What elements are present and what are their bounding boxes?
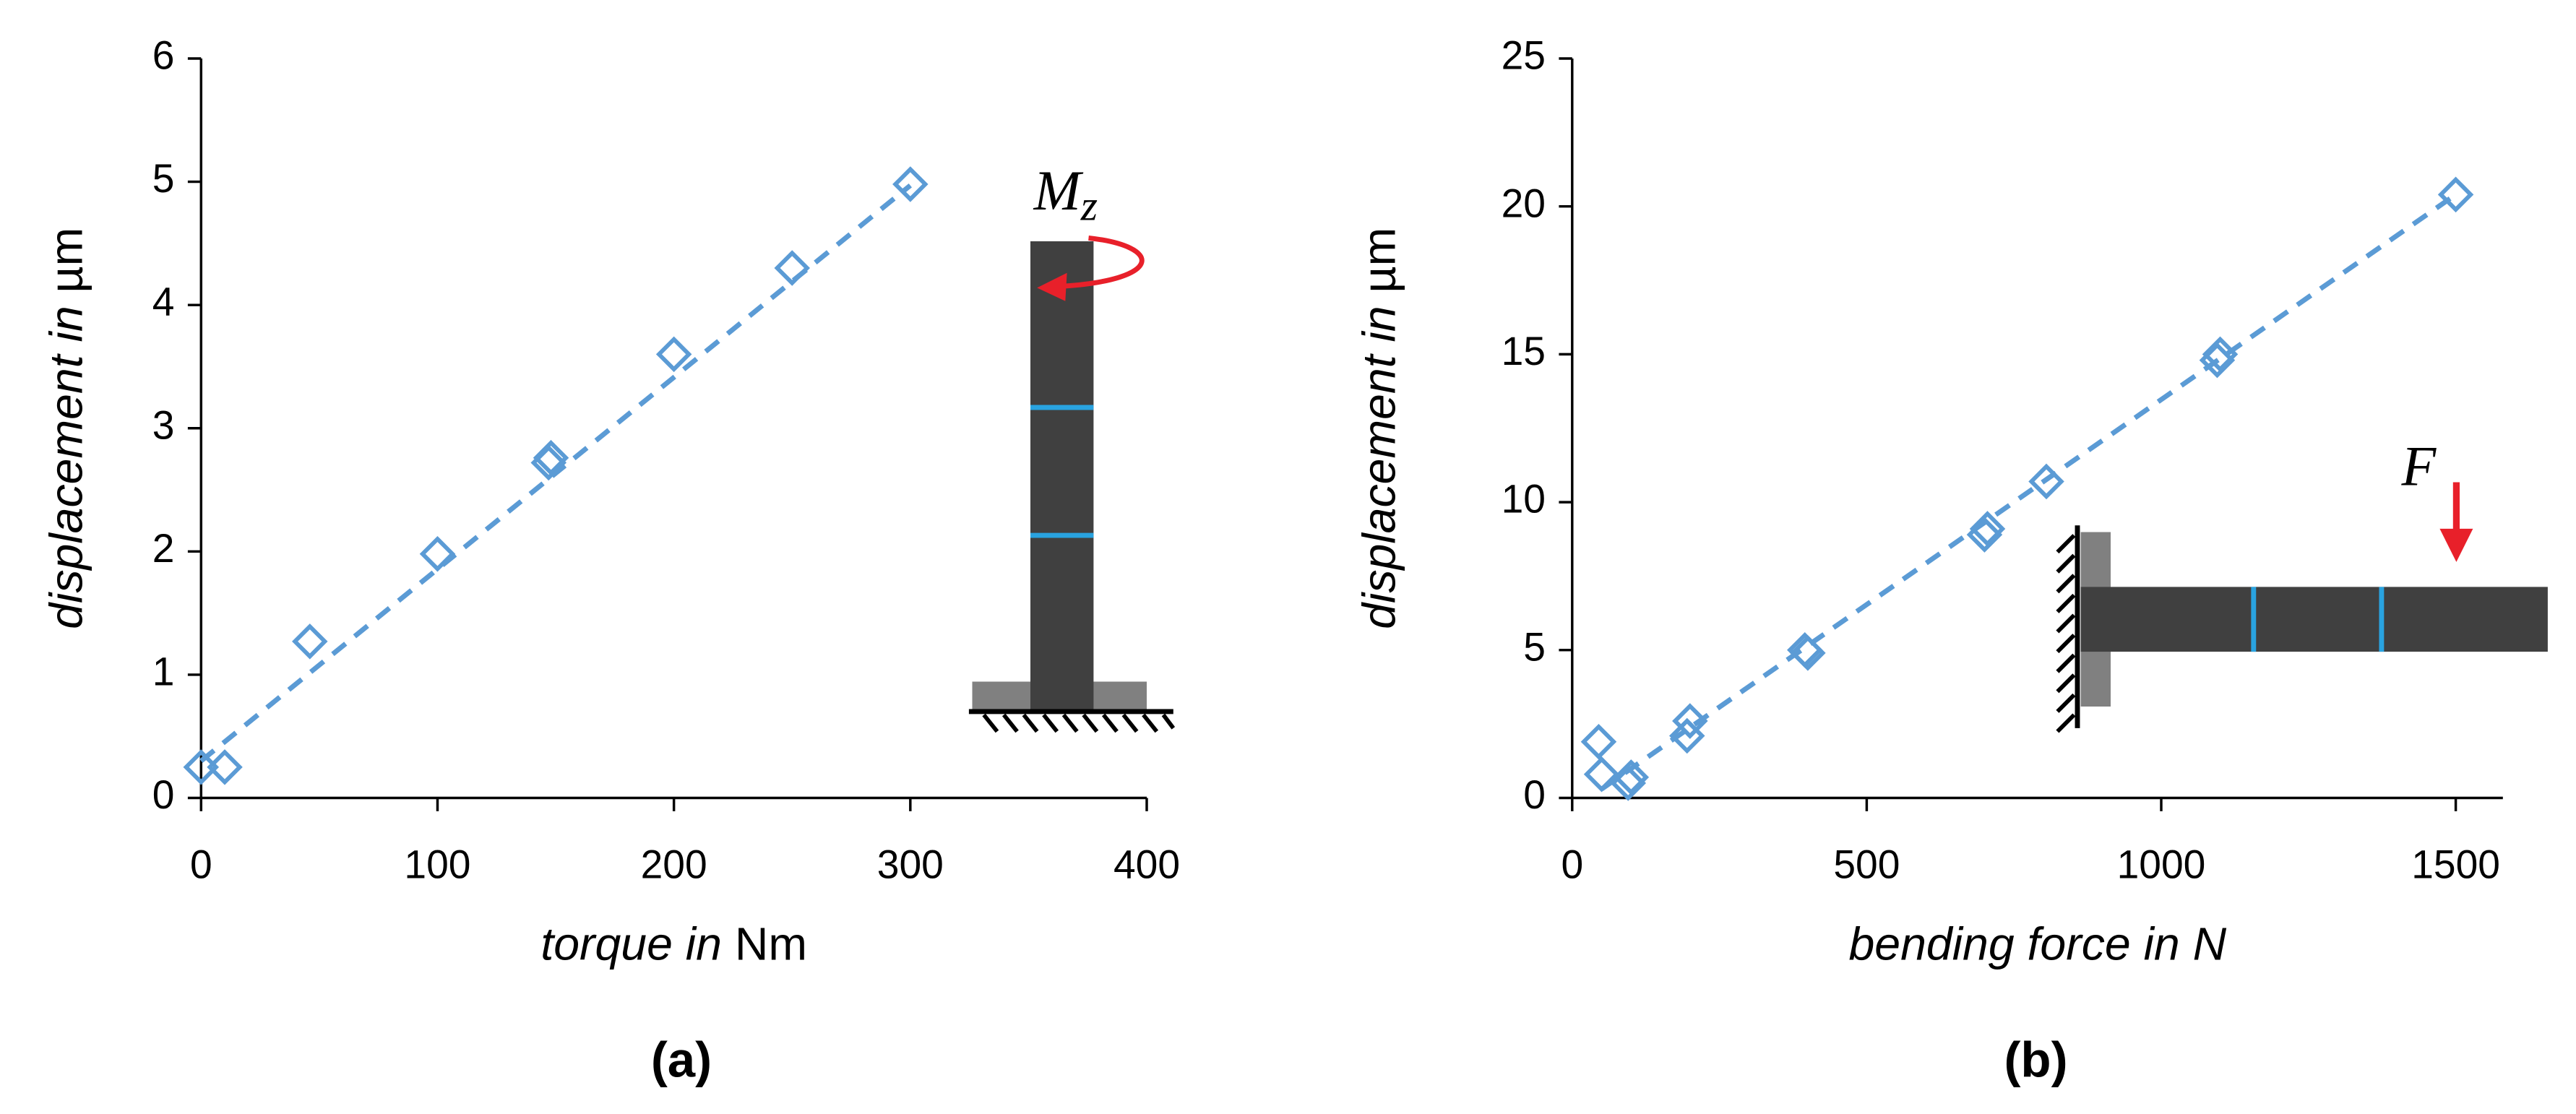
diagram-a: Mz — [968, 159, 1176, 733]
x-tick-label: 1000 — [2117, 842, 2206, 887]
data-point — [419, 535, 456, 572]
x-tick-label: 300 — [877, 842, 944, 887]
trend-line — [1600, 192, 2457, 792]
y-tick-label: 6 — [152, 33, 175, 78]
data-point — [774, 250, 811, 286]
data-point — [207, 749, 243, 785]
data-point — [2028, 463, 2064, 500]
moment-label: Mz — [1033, 159, 1098, 229]
data-point — [1672, 703, 1708, 739]
y-label-unit: µm — [40, 228, 92, 293]
y-tick-label: 0 — [1523, 772, 1546, 817]
y-label-italic: displacement in — [1353, 306, 1405, 629]
data-point — [1613, 759, 1650, 795]
y-axis-label: displacement in µm — [40, 228, 92, 629]
chart-panel: 0 1 2 3 4 5 6 0 100 200 300 400 torque in Nm displace… — [40, 33, 1180, 1088]
caption: (b) — [2004, 1032, 2067, 1088]
data-point — [533, 439, 569, 476]
y-tick-label: 3 — [152, 402, 175, 447]
data-point — [1969, 511, 2006, 547]
y-tick-label: 4 — [152, 280, 175, 324]
x-label-italic: torque in — [540, 918, 722, 970]
x-tick-label: 0 — [190, 842, 212, 887]
x-tick-label: 400 — [1113, 842, 1180, 887]
caption: (a) — [651, 1032, 712, 1088]
x-tick-label: 0 — [1561, 842, 1583, 887]
x-tick-label: 200 — [641, 842, 707, 887]
data-point — [1583, 756, 1620, 793]
y-axis-label: displacement in µm — [1353, 228, 1405, 629]
diagram-b: F — [2056, 435, 2548, 733]
y-tick-label: 1 — [152, 649, 175, 694]
x-axis-label: bending force in N — [1848, 918, 2226, 970]
y-tick-label: 15 — [1502, 329, 1546, 374]
y-tick-label: 0 — [152, 772, 175, 817]
data-point — [655, 336, 692, 373]
x-label-italic: bending force in N — [1848, 918, 2226, 970]
y-tick-label: 20 — [1502, 181, 1546, 225]
data-point — [292, 623, 328, 660]
chart-panel: 0 5 10 15 20 25 0 500 1000 1500 bending force in N… — [1353, 33, 2503, 1088]
force-label: F — [2401, 435, 2437, 498]
data-point — [183, 749, 220, 785]
y-tick-label: 2 — [152, 526, 175, 571]
y-tick-label: 25 — [1502, 33, 1546, 78]
x-tick-label: 500 — [1833, 842, 1900, 887]
y-label-unit: µm — [1353, 228, 1405, 293]
data-point — [1790, 635, 1826, 671]
x-axis-label: torque in Nm — [540, 918, 807, 970]
y-tick-label: 5 — [1523, 624, 1546, 669]
x-tick-label: 100 — [404, 842, 470, 887]
y-tick-label: 5 — [152, 156, 175, 201]
data-point — [892, 166, 929, 202]
y-tick-label: 10 — [1502, 477, 1546, 522]
data-point — [2202, 336, 2239, 373]
data-point — [2437, 176, 2474, 213]
y-label-italic: displacement in — [40, 306, 92, 629]
x-tick-label: 1500 — [2411, 842, 2500, 887]
x-label-unit: Nm — [735, 918, 807, 970]
data-point — [1580, 723, 1617, 760]
